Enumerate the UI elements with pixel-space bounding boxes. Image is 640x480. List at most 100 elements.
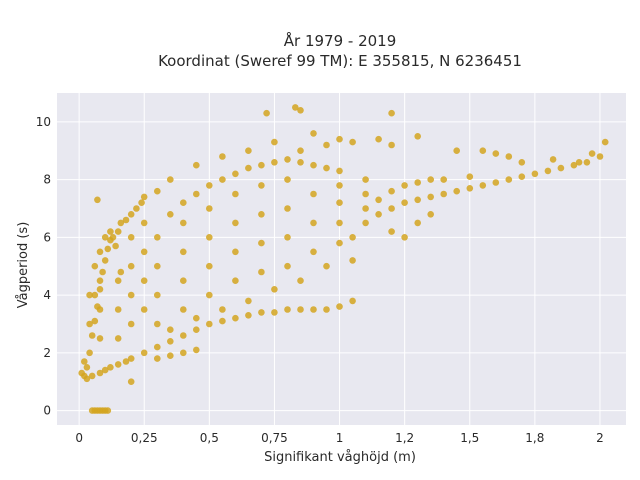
data-point [453, 147, 461, 154]
data-point [323, 141, 330, 149]
data-point [140, 248, 148, 256]
data-point [193, 161, 200, 169]
data-point [549, 156, 557, 163]
data-point [86, 320, 93, 328]
data-point [362, 190, 369, 198]
data-point [557, 164, 565, 172]
data-point [388, 205, 395, 212]
data-point [206, 262, 213, 270]
data-point [310, 306, 317, 313]
data-point [127, 320, 135, 328]
data-point [91, 317, 99, 325]
y-tick-label: 8 [43, 173, 51, 187]
data-point [588, 150, 596, 157]
data-point [104, 407, 112, 414]
data-point [245, 312, 252, 319]
data-point [479, 182, 487, 189]
data-point [388, 228, 395, 235]
data-point [86, 291, 93, 299]
data-point [167, 326, 174, 334]
data-point [154, 355, 161, 362]
data-point [427, 193, 435, 201]
data-point [180, 349, 187, 357]
data-point [570, 161, 578, 169]
y-tick-label: 4 [43, 288, 51, 302]
data-point [154, 343, 161, 351]
data-point [310, 219, 317, 227]
data-point [206, 320, 213, 328]
data-point [180, 277, 187, 285]
data-point [140, 349, 148, 357]
data-point [310, 248, 317, 256]
data-point [258, 268, 265, 276]
data-point [258, 309, 265, 316]
data-point [127, 355, 135, 362]
data-point [180, 332, 187, 339]
data-point [101, 257, 109, 264]
data-point [206, 291, 213, 299]
data-point [140, 219, 148, 227]
data-point [96, 286, 104, 293]
data-point [245, 297, 252, 305]
data-point [127, 291, 135, 299]
data-point [88, 372, 96, 380]
data-point [154, 262, 161, 270]
data-point [245, 164, 252, 172]
data-point [83, 364, 91, 371]
data-point [180, 306, 187, 313]
data-point [292, 104, 299, 111]
data-point [91, 291, 99, 299]
data-points [78, 104, 609, 414]
data-point [232, 219, 239, 227]
data-point [271, 159, 278, 166]
data-point [219, 317, 226, 325]
data-point [193, 346, 200, 354]
data-point [427, 176, 435, 183]
data-point [86, 349, 93, 357]
data-point [114, 277, 122, 285]
data-point [466, 185, 474, 192]
data-point [140, 306, 148, 313]
data-point [336, 219, 343, 227]
x-tick-label: 0,75 [261, 431, 288, 445]
chart-subtitle: Koordinat (Sweref 99 TM): E 355815, N 62… [158, 52, 522, 70]
data-point [284, 176, 291, 183]
data-point [258, 239, 265, 247]
data-point [219, 176, 226, 183]
data-point [323, 164, 330, 172]
y-tick-label: 10 [36, 115, 51, 129]
data-point [297, 159, 304, 166]
x-tick-label: 1,8 [525, 431, 544, 445]
data-point [492, 150, 500, 157]
data-point [401, 182, 408, 189]
data-point [297, 147, 304, 154]
data-point [193, 326, 200, 334]
data-point [193, 314, 200, 322]
data-point [206, 234, 213, 241]
data-point [575, 159, 583, 166]
x-axis-label: Signifikant våghöjd (m) [264, 450, 416, 465]
data-point [99, 268, 106, 276]
data-point [349, 297, 356, 305]
data-point [297, 306, 304, 313]
data-point [81, 358, 88, 365]
data-point [401, 234, 408, 241]
x-tick-label: 1 [336, 431, 344, 445]
data-point [101, 234, 109, 241]
data-point [375, 211, 382, 218]
x-tick-label: 0 [75, 431, 83, 445]
data-point [271, 309, 278, 316]
data-point [440, 176, 448, 183]
data-point [414, 179, 422, 186]
data-point [401, 199, 408, 206]
data-point [271, 286, 278, 293]
data-point [193, 190, 200, 198]
data-point [453, 187, 461, 195]
y-axis-ticks: 0 2 4 6 8 10 [36, 115, 51, 418]
data-point [310, 161, 317, 169]
data-point [127, 262, 135, 270]
grid-lines [57, 93, 626, 425]
data-point [96, 277, 104, 285]
data-point [284, 262, 291, 270]
data-point [154, 234, 161, 241]
